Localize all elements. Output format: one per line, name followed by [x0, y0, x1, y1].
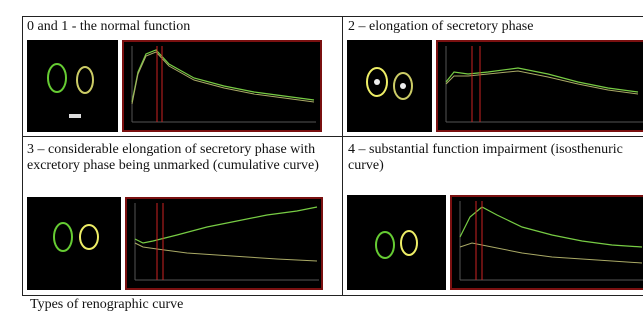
kidney-image [27, 197, 121, 290]
panel-caption: 3 – considerable elongation of secretory… [27, 142, 332, 174]
figure: 0 and 1 - the normal function 2 – elonga… [0, 0, 643, 323]
kidney-image [347, 40, 432, 132]
renogram [122, 40, 322, 132]
renogram [450, 195, 643, 290]
figure-caption: Types of renographic curve [30, 297, 183, 313]
renogram [125, 197, 323, 290]
divider [342, 16, 344, 296]
kidney-image [27, 40, 118, 132]
kidney-image [347, 195, 446, 290]
divider [22, 136, 643, 138]
renogram [436, 40, 643, 132]
panel-caption: 2 – elongation of secretory phase [348, 19, 638, 35]
panel-caption: 4 – substantial function impairment (iso… [348, 142, 638, 174]
panel-caption: 0 and 1 - the normal function [27, 19, 337, 35]
